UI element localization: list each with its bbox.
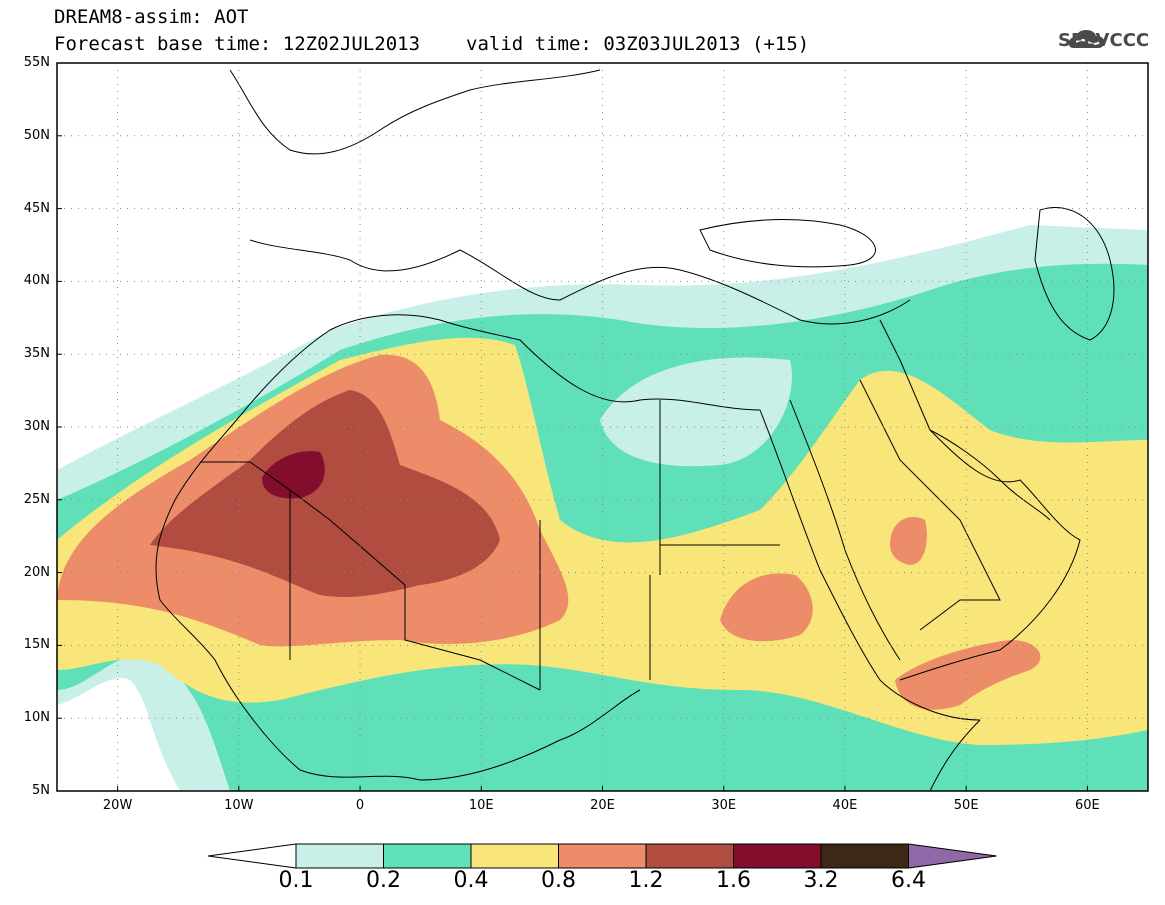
time-info: Forecast base time: 12Z02JUL2013 valid ti… bbox=[54, 33, 809, 55]
lat-label: 35N bbox=[23, 346, 50, 362]
lon-label: 10W bbox=[224, 798, 254, 813]
coast-red-sea-west bbox=[759, 409, 981, 721]
valid-time: valid time: 03Z03JUL2013 (+15) bbox=[466, 33, 810, 55]
coast-caspian bbox=[1034, 206, 1115, 341]
coast-europe-north bbox=[229, 69, 601, 155]
colorbar-label: 6.4 bbox=[891, 868, 926, 893]
colorbar-label: 0.8 bbox=[541, 868, 576, 893]
lon-label: 0 bbox=[355, 798, 365, 813]
border-sahara-3 bbox=[404, 585, 541, 691]
coastlines bbox=[155, 69, 1115, 791]
colorbar-label: 0.1 bbox=[278, 868, 314, 893]
colorbar-over-arrow bbox=[908, 843, 997, 869]
lon-label: 60E bbox=[1074, 798, 1100, 813]
lon-label: 50E bbox=[953, 798, 979, 813]
coast-black-sea bbox=[699, 219, 876, 268]
aot-patch-arabia bbox=[890, 517, 927, 565]
border-arabia bbox=[859, 379, 1001, 631]
grid-lines bbox=[57, 63, 1148, 791]
lon-label: 30E bbox=[711, 798, 737, 813]
colorbar-swatch bbox=[383, 843, 472, 869]
logo-text: SEEVCCC bbox=[1058, 30, 1150, 51]
coast-red-sea-east bbox=[789, 399, 901, 661]
lat-label: 40N bbox=[23, 273, 50, 289]
colorbar-under-arrow bbox=[207, 843, 297, 869]
lat-label: 25N bbox=[23, 491, 50, 507]
colorbar-swatch bbox=[470, 843, 559, 869]
colorbar-label: 0.4 bbox=[453, 868, 489, 893]
colorbar bbox=[207, 843, 997, 869]
colorbar-label: 0.2 bbox=[366, 868, 401, 893]
colorbar-swatch bbox=[558, 843, 647, 869]
coast-europe-south bbox=[249, 239, 911, 325]
lat-label: 50N bbox=[23, 127, 50, 143]
lat-label: 30N bbox=[23, 419, 50, 434]
chart-title: DREAM8-assim: AOT bbox=[54, 6, 249, 28]
base-time: Forecast base time: 12Z02JUL2013 bbox=[54, 33, 421, 55]
aot-pocket-egypt bbox=[600, 357, 792, 467]
lat-label: 10N bbox=[23, 710, 50, 726]
coast-persian-gulf bbox=[929, 429, 1051, 521]
lat-label: 5N bbox=[32, 783, 50, 798]
lat-label: 20N bbox=[23, 564, 50, 580]
aot-field bbox=[57, 225, 1148, 791]
colorbar-swatch bbox=[733, 843, 822, 869]
colorbar-label: 1.6 bbox=[716, 868, 751, 893]
lat-label: 55N bbox=[23, 55, 50, 70]
cloud-logo-icon bbox=[1068, 30, 1104, 48]
axis-ticks bbox=[57, 62, 1088, 792]
lon-label: 40E bbox=[832, 798, 858, 813]
aot-band-1.2 bbox=[150, 390, 500, 597]
coast-mediterranean bbox=[329, 314, 761, 411]
lon-label: 20W bbox=[102, 798, 133, 813]
lon-label: 10E bbox=[468, 798, 494, 813]
colorbar-swatch bbox=[820, 843, 909, 869]
coast-africa-west bbox=[155, 329, 641, 781]
lat-label: 15N bbox=[23, 637, 50, 653]
colorbar-label: 3.2 bbox=[803, 868, 839, 893]
coast-arabia-east bbox=[899, 429, 1081, 681]
coast-east-africa bbox=[929, 719, 981, 791]
colorbar-swatch bbox=[645, 843, 734, 869]
colorbar-label: 1.2 bbox=[628, 868, 664, 893]
lon-label: 20E bbox=[590, 798, 615, 813]
lat-label: 45N bbox=[23, 200, 50, 216]
aot-band-1.6 bbox=[262, 451, 325, 499]
colorbar-swatch bbox=[295, 843, 384, 869]
aot-patch-yemen bbox=[895, 640, 1041, 710]
aot-patch-sudan bbox=[720, 573, 813, 642]
border-iran-iraq bbox=[879, 319, 931, 431]
